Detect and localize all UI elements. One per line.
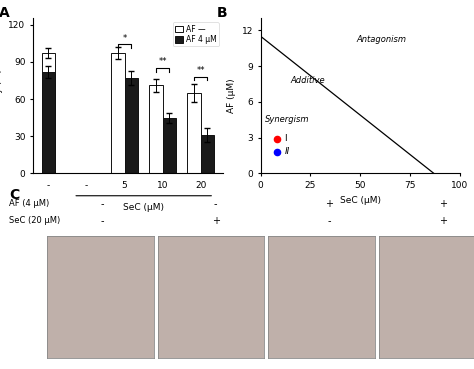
Text: II: II: [284, 148, 290, 156]
Point: [273, 136, 281, 142]
Bar: [188, 93, 201, 173]
Text: Synergism: Synergism: [264, 115, 309, 124]
Text: Additive: Additive: [291, 76, 325, 85]
Y-axis label: AF (μM): AF (μM): [227, 79, 236, 113]
Text: +: +: [439, 199, 447, 209]
Point: [273, 149, 281, 155]
Bar: [111, 53, 125, 173]
Y-axis label: Viability (%): Viability (%): [0, 68, 3, 124]
Text: AF (4 μM): AF (4 μM): [9, 199, 50, 208]
Text: -: -: [100, 199, 104, 209]
Text: +: +: [212, 216, 219, 226]
Text: C: C: [9, 188, 20, 202]
Text: Antagonism: Antagonism: [356, 35, 406, 44]
Text: *: *: [122, 34, 127, 43]
Legend: AF —, AF 4 μM: AF —, AF 4 μM: [173, 22, 219, 46]
Text: A: A: [0, 6, 10, 20]
Text: SeC (μM): SeC (μM): [123, 203, 164, 212]
Text: -: -: [328, 216, 331, 226]
Bar: [163, 118, 176, 173]
Text: -: -: [100, 216, 104, 226]
X-axis label: SeC (μM): SeC (μM): [340, 196, 381, 205]
Text: +: +: [326, 199, 333, 209]
Text: B: B: [217, 6, 228, 20]
Text: **: **: [158, 57, 167, 66]
Bar: [125, 78, 138, 173]
Bar: [42, 53, 55, 173]
Bar: [149, 85, 163, 173]
Bar: [201, 135, 214, 173]
Text: +: +: [439, 216, 447, 226]
Bar: [42, 72, 55, 173]
Text: -: -: [214, 199, 218, 209]
Text: SeC (20 μM): SeC (20 μM): [9, 216, 61, 225]
Text: I: I: [284, 134, 287, 144]
Text: **: **: [197, 66, 205, 75]
